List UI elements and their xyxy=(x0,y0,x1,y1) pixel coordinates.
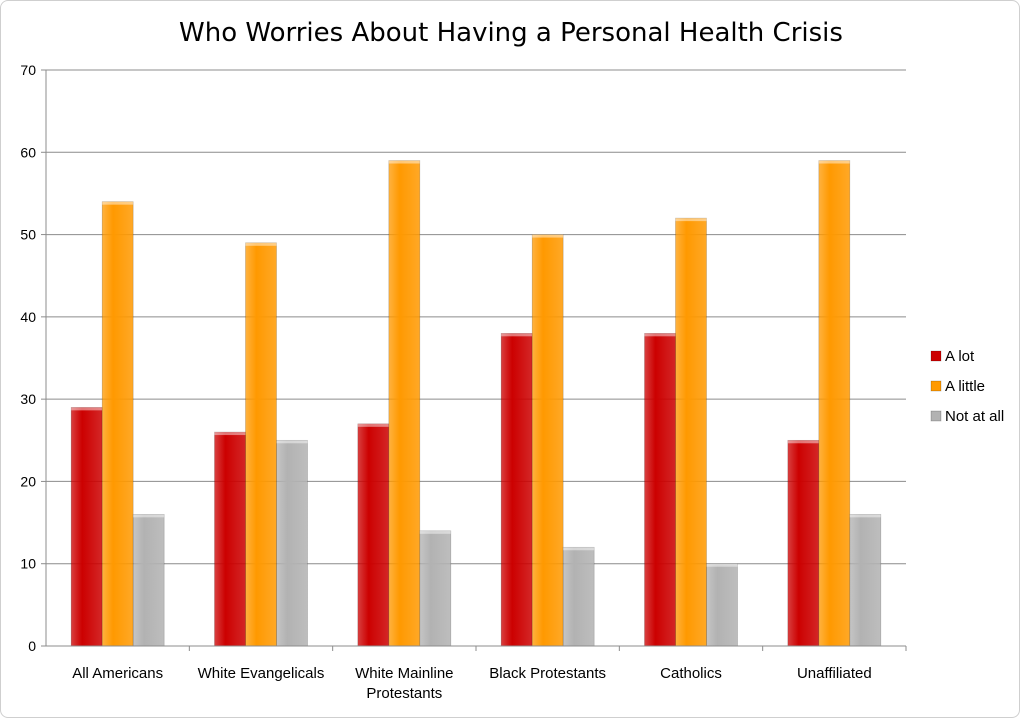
bar-not-at-all xyxy=(419,530,452,647)
bar-not-at-all xyxy=(706,563,738,647)
chart-title: Who Worries About Having a Personal Heal… xyxy=(179,18,843,48)
bar-a-little xyxy=(531,234,564,647)
bar-top-highlight xyxy=(532,234,564,238)
bar-top-highlight xyxy=(388,160,420,164)
bar-top-highlight xyxy=(133,514,165,518)
y-tick-label: 30 xyxy=(20,391,36,407)
bar-top-highlight xyxy=(71,407,103,411)
bar-a-little xyxy=(388,160,421,647)
x-category-label: Unaffiliated xyxy=(797,665,872,682)
y-tick-label: 50 xyxy=(20,227,36,243)
legend-label: A little xyxy=(945,378,985,395)
legend-swatch xyxy=(930,380,942,392)
bar-a-lot xyxy=(500,333,533,647)
bar-a-little xyxy=(245,242,277,647)
bar-top-highlight xyxy=(644,333,676,337)
y-tick-label: 60 xyxy=(20,144,36,160)
bar-a-lot xyxy=(214,431,246,647)
y-tick-label: 10 xyxy=(20,556,36,572)
legend-label: Not at all xyxy=(945,408,1004,425)
bar-a-lot xyxy=(70,407,103,647)
bar-top-highlight xyxy=(849,514,881,518)
bar-not-at-all xyxy=(276,439,308,647)
bar-not-at-all xyxy=(132,514,165,647)
bar-top-highlight xyxy=(818,160,850,164)
y-tick-label: 70 xyxy=(20,62,36,78)
bar-top-highlight xyxy=(501,333,533,337)
bar-not-at-all xyxy=(849,514,882,647)
x-category-label: All Americans xyxy=(72,665,163,682)
y-tick-label: 0 xyxy=(28,638,36,654)
x-category-label: White Evangelicals xyxy=(198,665,325,682)
bar-top-highlight xyxy=(419,530,451,534)
bar-top-highlight xyxy=(102,201,134,205)
bar-a-little xyxy=(675,217,707,647)
y-tick-label: 20 xyxy=(20,473,36,489)
bar-a-lot xyxy=(357,423,390,647)
bar-top-highlight xyxy=(787,440,819,444)
bar-top-highlight xyxy=(245,242,277,246)
legend: A lot A little Not at all xyxy=(930,348,1004,425)
bar-top-highlight xyxy=(675,218,707,222)
bar-top-highlight xyxy=(357,423,389,427)
bars xyxy=(70,160,882,647)
bar-a-lot xyxy=(644,333,676,647)
bar-not-at-all xyxy=(562,546,595,647)
x-category-label: Catholics xyxy=(660,665,722,682)
bar-a-little xyxy=(101,201,134,647)
legend-swatch xyxy=(930,410,942,422)
axes: 0 10 20 30 40 50 60 70 All Americans White Evange… xyxy=(20,62,907,702)
x-category-label: Black Protestants xyxy=(489,665,606,682)
y-tick-label: 40 xyxy=(20,309,36,325)
gridlines xyxy=(46,69,906,647)
legend-swatch xyxy=(930,350,942,362)
bar-top-highlight xyxy=(276,440,308,444)
bar-top-highlight xyxy=(706,563,738,567)
bar-top-highlight xyxy=(214,432,246,436)
bar-a-lot xyxy=(787,439,820,647)
bar-a-little xyxy=(818,160,851,647)
x-category-label: White Mainline Protestants xyxy=(355,665,453,702)
bar-top-highlight xyxy=(563,547,595,551)
legend-label: A lot xyxy=(945,348,975,365)
